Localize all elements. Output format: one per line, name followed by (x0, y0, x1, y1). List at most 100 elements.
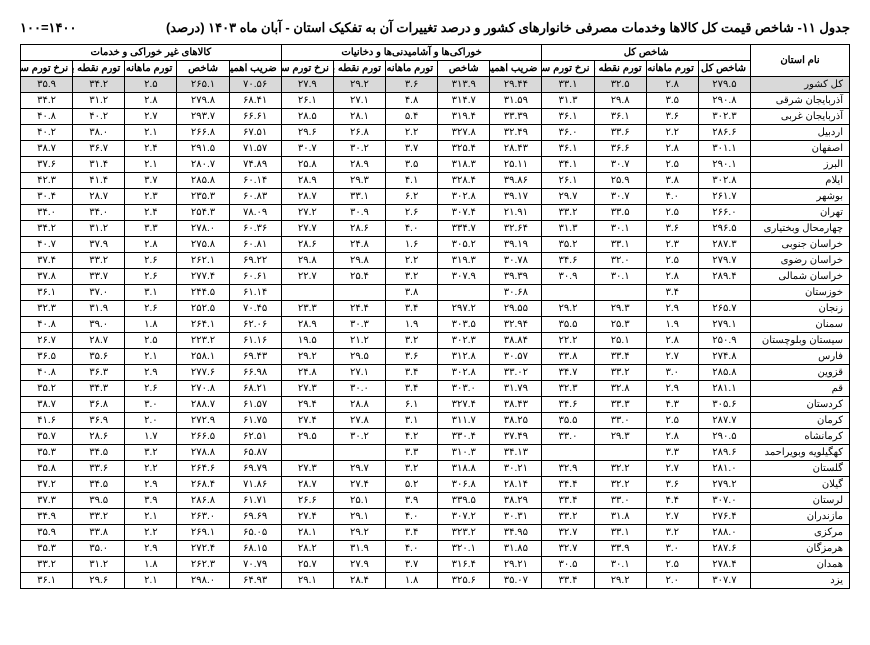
cell: ۳۷.۸ (21, 269, 73, 285)
cell: ۶۶.۶۱ (229, 109, 281, 125)
cell: ۳۱۴.۷ (438, 93, 490, 109)
cell: ۱.۸ (386, 573, 438, 589)
cell: ۳۰.۰ (333, 381, 385, 397)
cell: ۲۸۵.۸ (698, 365, 750, 381)
cell: ۳۰۷.۹ (438, 269, 490, 285)
table-row: کرمانشاه۲۹۰.۵۲.۸۲۹.۳۳۳.۰۳۷.۴۹۳۳۰.۴۴.۲۳۰.… (21, 429, 850, 445)
cell: ۲.۲ (646, 125, 698, 141)
cell: ۲۸.۱ (333, 109, 385, 125)
table-row: قزوین۲۸۵.۸۳.۰۳۳.۲۳۴.۷۳۳.۰۲۳۰۲.۸۳.۴۲۷.۱۲۴… (21, 365, 850, 381)
subheader: ضریب اهمیت (490, 61, 542, 77)
cell: ۳۴.۵ (73, 445, 125, 461)
cell: ۳۹.۰ (73, 317, 125, 333)
cell: ۷۰.۷۹ (229, 557, 281, 573)
cell: ۳۳.۲ (594, 365, 646, 381)
cell (542, 445, 594, 461)
cell: ۳۰.۷ (594, 157, 646, 173)
table-row: قم۲۸۱.۱۲.۹۳۲.۸۳۲.۳۳۱.۷۹۳۰۳.۰۳.۴۳۰.۰۲۷.۳۶… (21, 381, 850, 397)
cell: ۲۵۴.۳ (177, 205, 229, 221)
cell: ۴.۳ (646, 397, 698, 413)
cell: ۳۶.۱ (542, 109, 594, 125)
cell: ۳۰.۱ (594, 269, 646, 285)
cell: ۲۸۶.۸ (177, 493, 229, 509)
cell: ۳۲.۳ (542, 381, 594, 397)
cell: ۲.۷ (646, 349, 698, 365)
cell: ۳۴.۷ (542, 365, 594, 381)
cell: ۳۰۷.۷ (698, 573, 750, 589)
cell: ۳۳.۸ (542, 349, 594, 365)
cell: ۳۵.۵ (542, 413, 594, 429)
cell: ۲۸۷.۷ (698, 413, 750, 429)
cell: ۲۵.۱ (594, 333, 646, 349)
cell: ۳.۷ (386, 557, 438, 573)
cell: ۳۰۷.۲ (438, 509, 490, 525)
cell: ۳۱.۲ (73, 557, 125, 573)
cell: ۲۸۷.۳ (698, 237, 750, 253)
cell: ۲۸.۶ (73, 429, 125, 445)
cell: ۳۷.۳ (21, 493, 73, 509)
table-row: گیلان۲۷۹.۲۳.۶۳۲.۲۳۴.۴۲۸.۱۴۳۰۶.۸۵.۲۲۷.۴۲۸… (21, 477, 850, 493)
cell: ۶۰.۶۱ (229, 269, 281, 285)
cell: ۳۳.۱ (594, 237, 646, 253)
cell: ۳.۷ (125, 173, 177, 189)
cell: ۳۰۱.۱ (698, 141, 750, 157)
cell: ۳۴.۲ (21, 221, 73, 237)
cell: ۲.۱ (125, 125, 177, 141)
cell: ۳۳.۲ (73, 253, 125, 269)
cell: ۲۶.۶ (281, 493, 333, 509)
cell: ۳۰.۷ (281, 141, 333, 157)
cell: ۳۸.۷ (21, 141, 73, 157)
cell: ۴۰.۷ (21, 237, 73, 253)
cell: ۳.۲ (125, 445, 177, 461)
table-title: جدول ۱۱- شاخص قیمت کل کالاها وخدمات مصرف… (166, 20, 850, 36)
cell: ۳۶.۱ (542, 141, 594, 157)
cell: ۳.۴ (386, 365, 438, 381)
cell: ۳۰.۲ (333, 141, 385, 157)
cell: ۳۲۷.۴ (438, 397, 490, 413)
cell: ۳.۶ (646, 477, 698, 493)
cell: ۲.۱ (125, 349, 177, 365)
cell: ۲۹.۶ (73, 573, 125, 589)
cell: ۲.۶ (125, 381, 177, 397)
cell: ۲.۲ (386, 253, 438, 269)
cell: ۳.۵ (646, 93, 698, 109)
province-name: بوشهر (751, 189, 850, 205)
table-row: سمنان۲۷۹.۱۱.۹۲۵.۳۳۵.۵۳۲.۹۴۳۰۳.۵۱.۹۳۰.۳۲۸… (21, 317, 850, 333)
cell: ۲۸۵.۸ (177, 173, 229, 189)
cell: ۳۴.۰ (73, 205, 125, 221)
cell: ۲۷۸.۸ (177, 445, 229, 461)
cell: ۲۹.۷ (333, 461, 385, 477)
cell: ۳۳.۰ (542, 429, 594, 445)
table-row: تهران۲۶۶.۰۲.۵۳۳.۵۳۳.۲۲۱.۹۱۳۰۷.۴۲.۶۳۰.۹۲۷… (21, 205, 850, 221)
table-row: خراسان شمالی۲۸۹.۴۲.۸۳۰.۱۳۰.۹۳۹.۳۹۳۰۷.۹۳.… (21, 269, 850, 285)
cell: ۳۰.۶۸ (490, 285, 542, 301)
table-row: مازندران۲۷۶.۴۲.۷۳۱.۸۳۳.۲۳۰.۳۱۳۰۷.۲۴.۰۲۹.… (21, 509, 850, 525)
cell: ۲۷۴.۸ (698, 349, 750, 365)
cell: ۲۷.۳ (281, 461, 333, 477)
cell: ۲.۵ (646, 253, 698, 269)
cell: ۲.۹ (646, 381, 698, 397)
cell: ۳۳.۸ (73, 525, 125, 541)
cell: ۳۲۵.۴ (438, 141, 490, 157)
cell: ۲.۸ (125, 237, 177, 253)
province-name: مازندران (751, 509, 850, 525)
cell: ۲.۸ (646, 333, 698, 349)
cell: ۳۱.۲ (73, 93, 125, 109)
group-total: شاخص کل (542, 45, 751, 61)
cell: ۲۹.۲ (594, 573, 646, 589)
cell: ۲۷.۴ (333, 477, 385, 493)
cell: ۲۷۹.۵ (698, 77, 750, 93)
cell: ۳۱۹.۳ (438, 253, 490, 269)
cell: ۲۷۲.۴ (177, 541, 229, 557)
cell: ۳۷.۴۹ (490, 429, 542, 445)
cell: ۲۹.۸ (333, 253, 385, 269)
cell: ۳۸.۰ (73, 125, 125, 141)
cell: ۲۷۸.۰ (177, 221, 229, 237)
cell: ۲۸.۷ (281, 189, 333, 205)
cell: ۳.۰ (646, 365, 698, 381)
cell: ۳۱۱.۷ (438, 413, 490, 429)
cell: ۳۷.۰ (73, 285, 125, 301)
province-name: تهران (751, 205, 850, 221)
cell: ۲۶۱.۷ (698, 189, 750, 205)
cell: ۲۹.۶ (281, 125, 333, 141)
